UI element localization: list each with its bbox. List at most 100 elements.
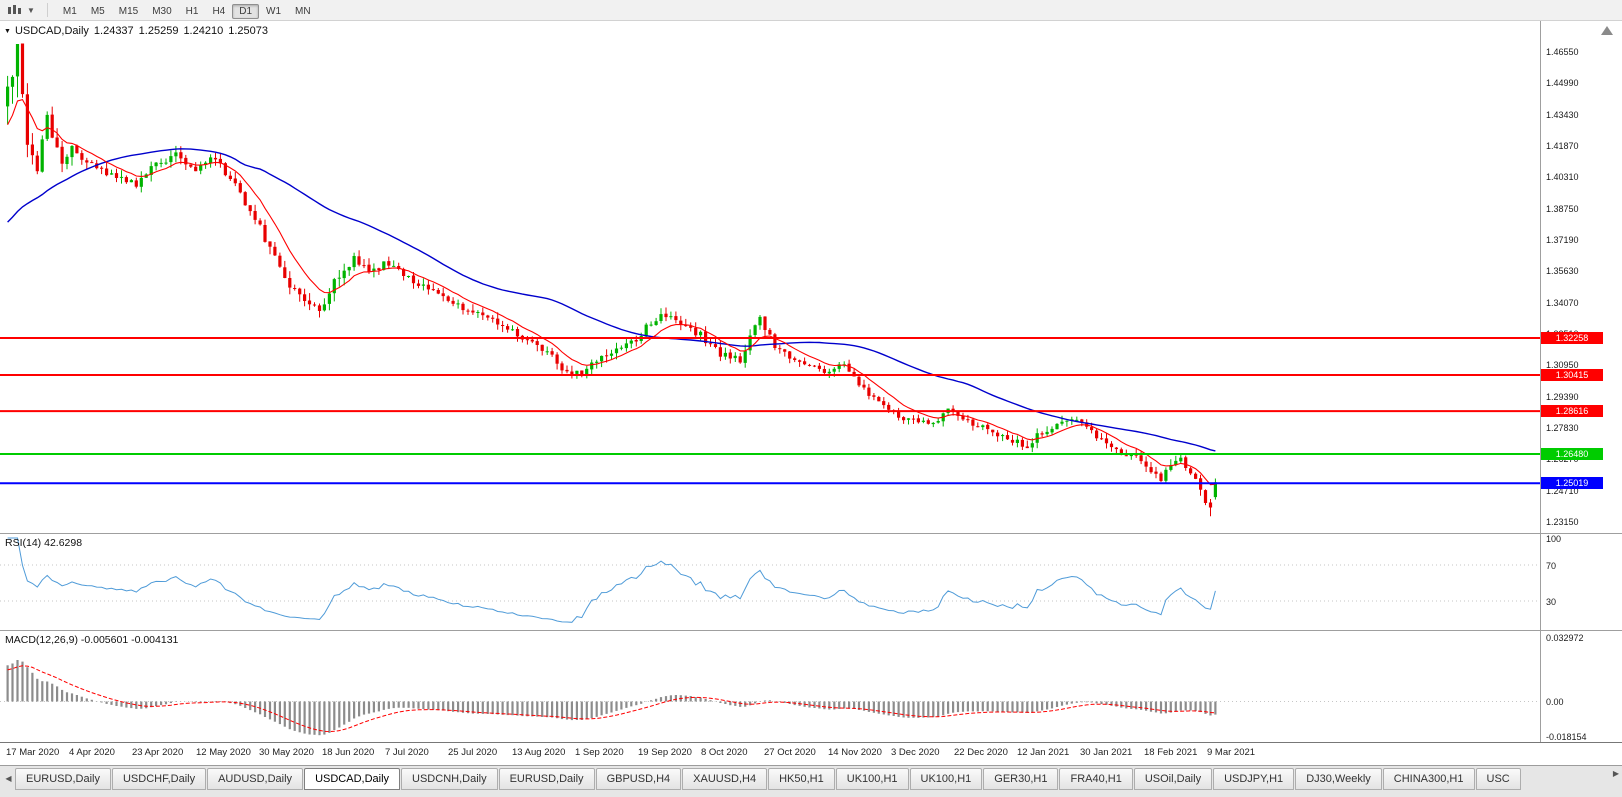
price-axis-label: 1.35630 [1546,266,1579,276]
date-axis-label: 4 Apr 2020 [69,747,115,758]
chart-tab-usdjpy-h1[interactable]: USDJPY,H1 [1213,768,1295,790]
tabs-scroll-left-icon[interactable]: ◀ [5,774,12,783]
date-axis-label: 30 May 2020 [259,747,314,758]
price-chart-canvas[interactable] [0,21,1540,533]
ohlc-close: 1.25073 [228,25,268,37]
date-axis-label: 22 Dec 2020 [954,747,1008,758]
panel-separator [0,742,1622,743]
chart-tab-dj30-weekly[interactable]: DJ30,Weekly [1295,768,1382,790]
price-line-label: 1.25019 [1541,477,1603,489]
toolbar-separator [46,3,48,17]
date-axis-label: 23 Apr 2020 [132,747,184,758]
ohlc-open: 1.24337 [93,25,134,37]
date-axis-label: 18 Feb 2021 [1144,747,1198,758]
chart-tab-hk50-h1[interactable]: HK50,H1 [768,768,835,790]
timeframe-button-mn[interactable]: MN [295,6,311,17]
date-axis-label: 12 Jan 2021 [1017,747,1070,758]
chart-tab-usdcnh-daily[interactable]: USDCNH,Daily [401,768,498,790]
timeframe-buttons: M1 M5 M15 M30 H1 H4 D1 W1 MN [56,1,318,19]
toolbar: ▼ M1 M5 M15 M30 H1 H4 D1 W1 MN [0,0,1622,21]
chart-tab-xauusd-h4[interactable]: XAUUSD,H4 [682,768,768,790]
rsi-axis-label: 100 [1546,534,1562,544]
price-line-label: 1.26480 [1541,448,1603,460]
chart-tab-eurusd-daily[interactable]: EURUSD,Daily [498,768,595,790]
chart-tab-eurusd-daily[interactable]: EURUSD,Daily [15,768,111,790]
date-axis-label: 7 Jul 2020 [385,747,429,758]
price-axis-label: 1.23150 [1546,517,1579,527]
timeframe-button-m15[interactable]: M15 [118,6,139,17]
price-axis-label: 1.27830 [1546,423,1579,433]
price-axis-label: 1.34070 [1546,298,1579,308]
date-axis-label: 30 Jan 2021 [1080,747,1133,758]
date-axis-label: 18 Jun 2020 [322,747,375,758]
rsi-value: 42.6298 [44,537,83,549]
candlestick-chart-icon[interactable] [5,4,24,16]
macd-axis-label: 0.032972 [1546,633,1584,643]
chart-tab-usoil-daily[interactable]: USOil,Daily [1133,768,1213,790]
price-axis-separator [1540,21,1541,742]
date-axis-label: 3 Dec 2020 [891,747,940,758]
symbol-ohlc-label: ▼ USDCAD,Daily 1.24337 1.25259 1.24210 1.2507… [4,25,273,37]
panel-separator[interactable] [0,533,1622,534]
rsi-axis-label: 30 [1546,597,1557,607]
macd-value: -0.005601 [80,634,129,646]
macd-signal-value: -0.004131 [131,634,179,646]
timeframe-button-d1[interactable]: D1 [232,4,260,19]
date-axis-label: 9 Mar 2021 [1207,747,1256,758]
date-axis-label: 14 Nov 2020 [828,747,882,758]
macd-panel[interactable]: MACD(12,26,9) -0.005601 -0.004131 [0,631,1540,742]
timeframe-button-h1[interactable]: H1 [185,6,199,17]
chart-tab-usdcad-daily[interactable]: USDCAD,Daily [304,768,401,790]
date-axis-label: 19 Sep 2020 [638,747,692,758]
price-axis[interactable]: 1.46550 1.44990 1.43430 1.41870 1.40310 1.387… [1541,21,1622,742]
rsi-axis-label: 70 [1546,561,1557,571]
candlestick-chart-glyph [8,5,21,14]
date-axis-label: 8 Oct 2020 [701,747,748,758]
price-axis-label: 1.41870 [1546,141,1579,151]
rsi-canvas[interactable] [0,534,1540,630]
chart-tab-usdchf-daily[interactable]: USDCHF,Daily [111,768,207,790]
price-axis-label: 1.37190 [1546,235,1579,245]
chart-tab-uk100-h1[interactable]: UK100,H1 [835,768,909,790]
price-axis-label: 1.40310 [1546,172,1579,182]
rsi-label: RSI(14) 42.6298 [5,537,83,549]
panel-separator[interactable] [0,630,1622,631]
macd-axis-label: 0.00 [1546,697,1564,707]
chart-tabs-bar: ◀ EURUSD,Daily USDCHF,Daily AUDUSD,Daily US… [0,765,1622,797]
date-axis-label: 12 May 2020 [196,747,251,758]
date-axis-label: 25 Jul 2020 [448,747,498,758]
price-axis-label: 1.29390 [1546,392,1579,402]
date-axis-label: 1 Sep 2020 [575,747,624,758]
date-axis-label: 13 Aug 2020 [512,747,566,758]
ohlc-high: 1.25259 [138,25,179,37]
date-axis-label: 27 Oct 2020 [764,747,816,758]
chart-tab-gbpusd-h4[interactable]: GBPUSD,H4 [595,768,682,790]
chart-tab-fra40-h1[interactable]: FRA40,H1 [1059,768,1133,790]
time-axis[interactable]: 17 Mar 2020 4 Apr 2020 23 Apr 2020 12 May 2… [0,743,1622,765]
ohlc-low: 1.24210 [183,25,224,37]
macd-canvas[interactable] [0,631,1540,742]
chart-tab-ger30-h1[interactable]: GER30,H1 [983,768,1059,790]
price-line-label: 1.30415 [1541,369,1603,381]
price-chart-panel[interactable]: ▼ USDCAD,Daily 1.24337 1.25259 1.24210 1.2507… [0,21,1540,533]
chart-tab-audusd-daily[interactable]: AUDUSD,Daily [207,768,304,790]
price-axis-label: 1.24710 [1546,486,1579,496]
rsi-panel[interactable]: RSI(14) 42.6298 [0,534,1540,630]
symbol-name: USDCAD,Daily [14,25,89,37]
timeframe-button-m5[interactable]: M5 [90,6,105,17]
price-line-label: 1.32258 [1541,332,1603,344]
price-line-label: 1.28616 [1541,405,1603,417]
chart-tab-uk100-h1[interactable]: UK100,H1 [909,768,983,790]
price-axis-label: 1.46550 [1546,47,1579,57]
price-axis-label: 1.43430 [1546,110,1579,120]
timeframe-button-m30[interactable]: M30 [152,6,172,17]
timeframe-button-w1[interactable]: W1 [266,6,282,17]
chart-shift-icon[interactable] [1601,26,1613,35]
chart-type-dropdown-icon[interactable]: ▼ [27,5,35,15]
tabs-scroll-right-icon[interactable]: ▶ [1612,769,1619,778]
chart-tab-china300-h1[interactable]: CHINA300,H1 [1382,768,1475,790]
timeframe-button-h4[interactable]: H4 [212,6,226,17]
timeframe-button-m1[interactable]: M1 [62,6,77,17]
chart-tab-usc[interactable]: USC [1475,768,1521,790]
macd-axis-label: -0.018154 [1546,732,1587,742]
